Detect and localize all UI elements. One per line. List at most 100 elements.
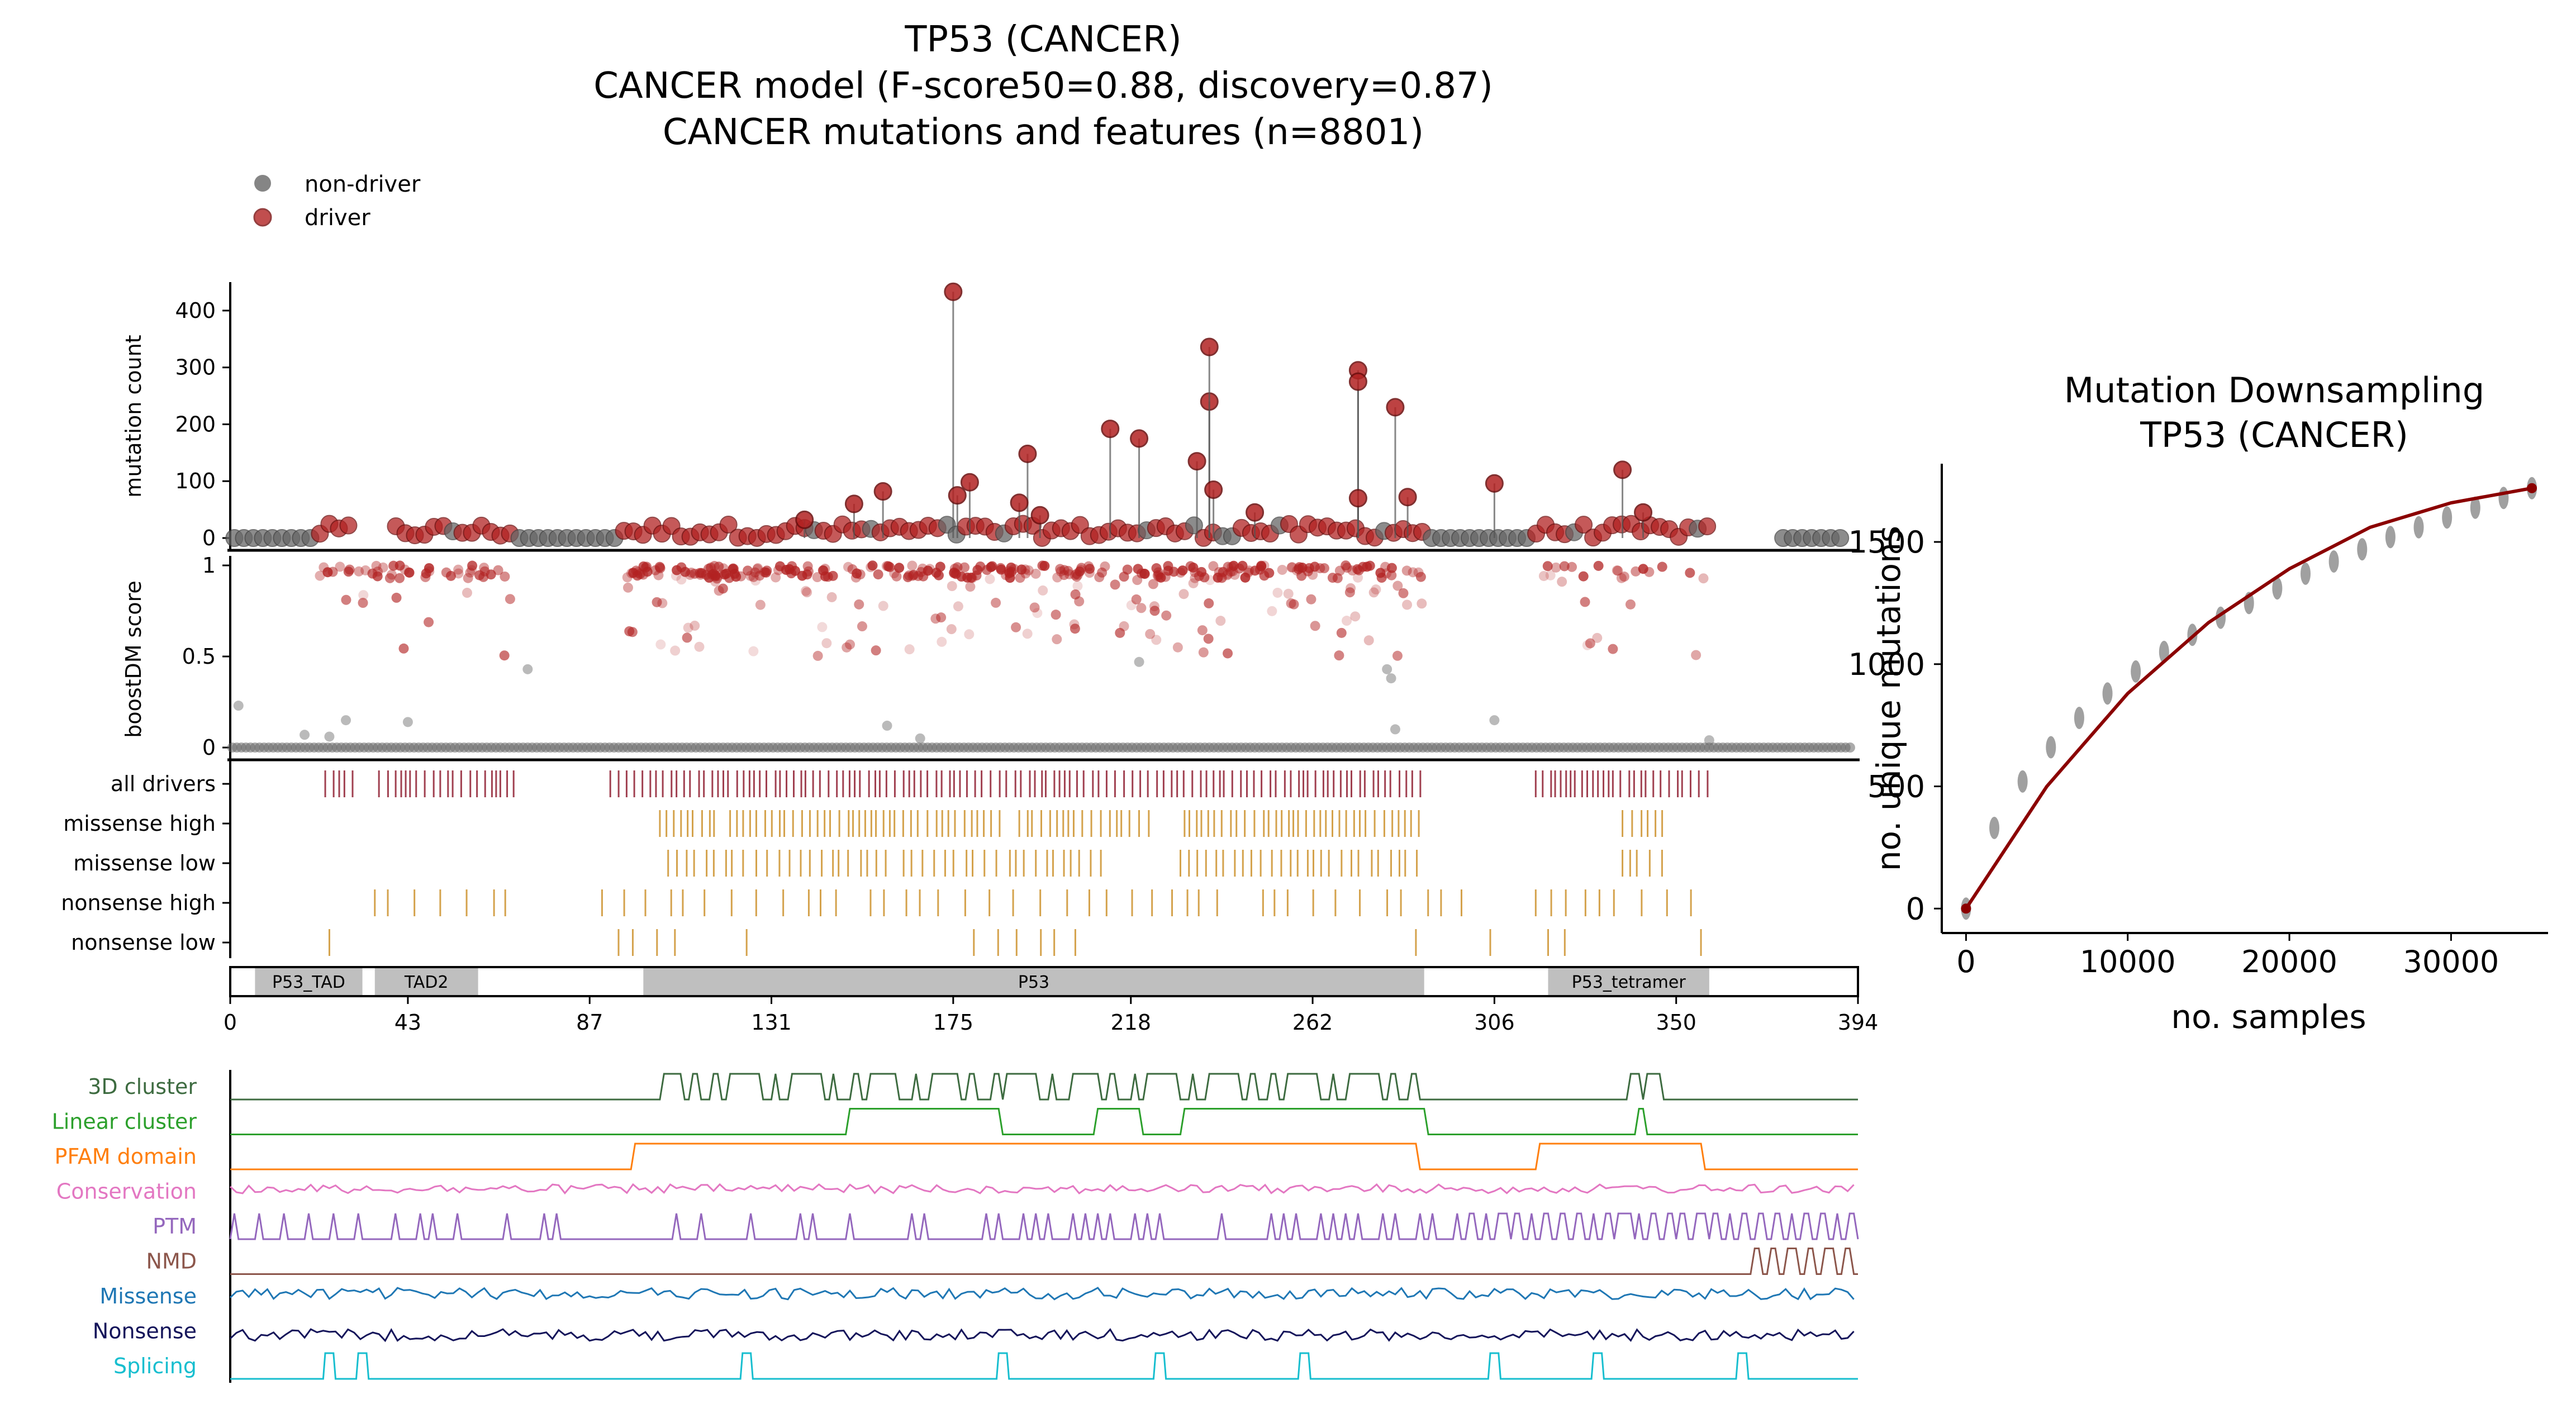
score-dot-high: [1122, 564, 1133, 575]
down-point: [2017, 770, 2028, 793]
score-dot-high: [1172, 642, 1183, 653]
score-dot-high: [1408, 567, 1418, 578]
score-dot-high: [1004, 568, 1015, 578]
score-dot-mid: [1134, 656, 1144, 667]
down-point: [2102, 682, 2113, 705]
domain-block: [374, 968, 478, 995]
score-dot-mid: [300, 730, 310, 740]
score-dot-high: [755, 599, 766, 610]
score-dot-high: [1557, 577, 1567, 587]
protein-x-tick-label: 350: [1656, 1010, 1696, 1035]
score-dot-high: [1139, 569, 1150, 579]
protein-x-tick-label: 43: [395, 1010, 421, 1035]
score-dot-high: [1016, 564, 1027, 575]
count-peak: [1398, 488, 1417, 507]
tracks-row-label: all drivers: [111, 772, 216, 796]
count-peak: [844, 494, 863, 513]
score-dot-high: [855, 569, 866, 580]
score-dot-high: [650, 565, 660, 575]
feature-track-line: [230, 1352, 1858, 1380]
score-dot-high: [1151, 635, 1162, 645]
score-dot-high: [1051, 610, 1061, 620]
score-dot-high: [441, 567, 451, 578]
score-dot-high: [1208, 561, 1219, 572]
feature-label: PTM: [153, 1214, 197, 1239]
down-fit-end: [2527, 483, 2537, 493]
score-dot-high: [930, 613, 941, 624]
title-line-3: CANCER mutations and features (n=8801): [663, 112, 1424, 153]
boostdm-score-panel: 0 0.5 1 boostDM score: [121, 553, 1860, 762]
score-dot-high: [398, 643, 409, 654]
score-dot-high: [1401, 565, 1412, 576]
domain-block: [255, 968, 363, 995]
count-peak: [1634, 503, 1653, 522]
score-dot-mid: [1382, 664, 1392, 674]
score-dot-high: [1545, 570, 1556, 580]
score-dot-high: [1110, 579, 1120, 590]
score-dot-high: [1612, 565, 1622, 576]
feature-label: PFAM domain: [55, 1144, 197, 1169]
score-dot-high: [322, 567, 333, 578]
score-dot-high: [801, 586, 811, 596]
score-dot-high: [1115, 627, 1125, 638]
score-dot-high: [965, 582, 976, 592]
score-dot-high: [1094, 572, 1105, 583]
count-peak: [1101, 420, 1120, 439]
score-dot-high: [341, 594, 351, 605]
down-point: [2301, 562, 2311, 585]
feature-track-line: [230, 1248, 1858, 1275]
score-dot-high: [1070, 570, 1080, 580]
score-dot-high: [671, 570, 681, 581]
score-dot-high: [959, 562, 970, 573]
score-dot-high: [1256, 560, 1267, 571]
down-x-label: no. samples: [2171, 998, 2366, 1036]
score-dot-high: [391, 592, 402, 603]
tracks-row-label: missense low: [73, 851, 216, 875]
score-dot-high: [717, 583, 728, 594]
score-dot-high: [1264, 568, 1275, 578]
score-dot-high: [1223, 561, 1233, 572]
count-peak: [1348, 372, 1367, 391]
count-peak: [1386, 398, 1405, 417]
score-dot-high: [631, 565, 641, 576]
down-y-tick-label: 1500: [1848, 525, 1925, 560]
score-dot-high: [1363, 635, 1374, 646]
score-dot-high: [1578, 571, 1589, 582]
score-dot-high: [1205, 575, 1215, 586]
score-dot-high: [1336, 627, 1347, 638]
score-dot-high: [907, 570, 918, 581]
score-dot-mid: [341, 715, 351, 726]
score-dot-high: [1234, 563, 1245, 574]
score-dot-high: [748, 572, 759, 582]
score-dot-high: [358, 598, 368, 608]
score-dot-high: [1267, 606, 1277, 616]
score-dot-high: [1619, 572, 1629, 582]
score-dot-high: [1198, 647, 1209, 658]
score-dot-high: [373, 567, 383, 577]
score-dot-high: [1204, 598, 1214, 608]
feature-track-line: [229, 1287, 1855, 1301]
score-dot-high: [315, 570, 325, 581]
score-dot-high: [1342, 616, 1352, 626]
down-fit-start: [1961, 903, 1971, 914]
score-dot-high: [873, 569, 883, 580]
count-dot: [1185, 516, 1203, 535]
score-dot-mid: [324, 731, 335, 742]
score-dot-high: [1070, 589, 1081, 599]
score-dot-high: [493, 565, 503, 575]
score-dot-high: [403, 567, 414, 578]
score-dot-high: [1072, 580, 1083, 591]
score-dot-high: [1415, 572, 1426, 582]
protein-x-tick-label: 131: [751, 1010, 792, 1035]
score-dot-high: [885, 561, 895, 572]
score-dot-high: [1616, 573, 1627, 583]
score-dot-high: [985, 574, 995, 584]
protein-x-tick-label: 394: [1838, 1010, 1879, 1035]
score-dot-high: [1177, 565, 1188, 576]
score-dot-high: [812, 572, 823, 583]
score-dot-high: [395, 573, 405, 583]
score-dot-high: [1163, 561, 1173, 572]
feature-label: Linear cluster: [52, 1110, 197, 1134]
count-peak: [960, 473, 979, 492]
down-y-label: no. unique mutations: [1870, 526, 1908, 871]
